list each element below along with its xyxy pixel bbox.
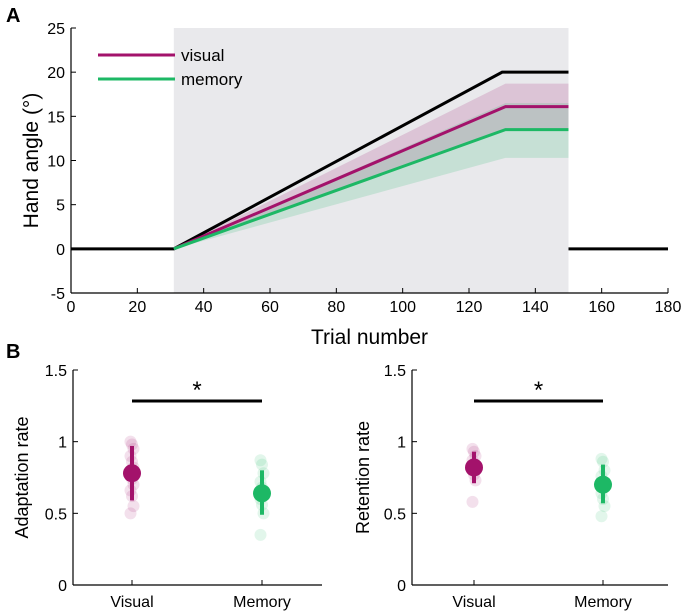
significance-star: * — [534, 377, 543, 404]
legend-label-memory: memory — [181, 70, 243, 89]
x-tick-label: 180 — [655, 299, 682, 316]
legend-label-visual: visual — [181, 46, 224, 65]
x-tick-label: 40 — [195, 299, 213, 316]
y-tick-label: 0 — [397, 578, 406, 595]
data-point-memory — [597, 455, 609, 468]
data-point-visual — [466, 495, 479, 508]
x-tick-label-memory: Memory — [233, 594, 291, 611]
mean-marker-memory — [253, 484, 271, 503]
y-axis-title: Retention rate — [353, 421, 373, 534]
data-point-memory — [254, 528, 267, 541]
y-axis-title: Hand angle (°) — [20, 93, 43, 229]
x-tick-label: 100 — [389, 299, 416, 316]
x-tick-label: 0 — [67, 299, 76, 316]
data-point-visual — [127, 500, 140, 513]
mean-marker-visual — [465, 458, 483, 477]
x-tick-label-visual: Visual — [452, 594, 495, 611]
series-line-visual — [173, 105, 569, 251]
hand-angle-line-chart: 0 20 40 60 80 100 120 140 160 180-50510152025Tria… — [20, 21, 681, 349]
y-tick-label: 5 — [56, 198, 65, 215]
x-axis-title: Trial number — [311, 326, 428, 349]
x-tick-label-visual: Visual — [110, 594, 153, 611]
x-tick-label: 60 — [261, 299, 279, 316]
series-line-memory — [173, 128, 569, 251]
data-point-memory — [595, 510, 608, 523]
data-point-memory — [595, 452, 608, 465]
retention-rate-chart: 0 0.5 1 1.5 Visual Memory * Retention rate — [353, 363, 668, 611]
panel-b-label: B — [6, 341, 20, 363]
x-tick-label: 160 — [588, 299, 615, 316]
x-tick-label: 140 — [522, 299, 549, 316]
y-tick-label: 10 — [47, 154, 65, 171]
perturbation-line-0 — [71, 70, 569, 251]
y-tick-label: 0.5 — [384, 506, 406, 523]
data-point-memory — [256, 458, 268, 471]
y-tick-label: -5 — [51, 286, 65, 303]
y-tick-label: 25 — [47, 21, 65, 38]
x-tick-label: 120 — [456, 299, 483, 316]
x-tick-label: 80 — [327, 299, 345, 316]
y-tick-label: 15 — [47, 109, 65, 126]
mean-marker-memory — [594, 475, 612, 494]
panel-a-label: A — [6, 5, 20, 27]
y-tick-label: 1.5 — [45, 363, 67, 380]
data-point-visual — [126, 438, 138, 451]
y-tick-label: 0.5 — [45, 506, 67, 523]
y-tick-label: 0 — [58, 578, 67, 595]
adaptation-rate-chart: 0 0.5 1 1.5 Visual Memory * Adaptation rate — [12, 363, 322, 611]
data-point-memory — [254, 454, 267, 467]
data-point-visual — [124, 507, 137, 520]
significance-star: * — [192, 377, 201, 404]
x-tick-label-memory: Memory — [574, 594, 632, 611]
y-tick-label: 1 — [397, 435, 406, 452]
y-axis-title: Adaptation rate — [12, 416, 32, 538]
y-tick-label: 20 — [47, 65, 65, 82]
x-tick-label: 20 — [128, 299, 146, 316]
y-tick-label: 1 — [58, 435, 67, 452]
data-point-visual — [124, 435, 137, 448]
y-tick-label: 1.5 — [384, 363, 406, 380]
y-tick-label: 0 — [56, 242, 65, 259]
mean-marker-visual — [123, 464, 141, 483]
